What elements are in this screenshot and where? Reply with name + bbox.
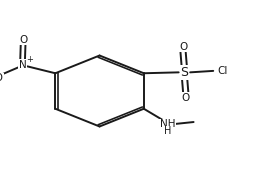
Text: Cl: Cl xyxy=(218,66,228,76)
Text: O: O xyxy=(182,93,190,103)
Text: NH: NH xyxy=(160,119,175,129)
Text: S: S xyxy=(181,66,188,79)
Text: O: O xyxy=(179,42,187,52)
Text: N: N xyxy=(19,60,26,70)
Text: O: O xyxy=(19,35,27,45)
Text: −O: −O xyxy=(0,73,4,83)
Text: H: H xyxy=(165,126,172,136)
Text: +: + xyxy=(26,55,33,64)
